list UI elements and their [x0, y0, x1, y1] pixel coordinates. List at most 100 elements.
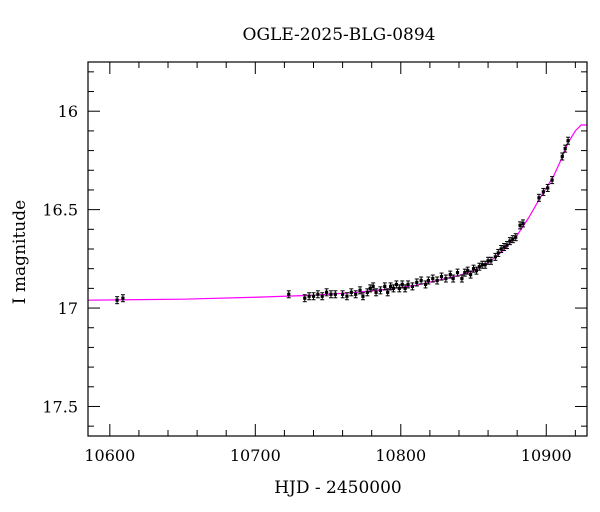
data-point: [488, 256, 493, 265]
data-marker: [451, 276, 455, 281]
axis-ticks: [88, 62, 587, 436]
data-marker: [400, 282, 404, 287]
data-marker: [505, 243, 509, 247]
data-marker: [502, 245, 506, 249]
data-marker: [435, 278, 439, 283]
data-marker: [374, 290, 378, 294]
data-marker: [426, 278, 431, 283]
data-point: [443, 274, 448, 283]
data-marker: [514, 235, 518, 239]
data-marker: [316, 292, 320, 296]
y-tick-label: 16: [58, 102, 78, 121]
data-marker: [368, 286, 372, 290]
data-marker: [307, 294, 311, 298]
data-marker: [287, 292, 291, 296]
data-marker: [121, 296, 125, 300]
data-point: [455, 268, 460, 277]
data-point: [349, 288, 354, 297]
data-marker: [537, 196, 541, 200]
data-point: [465, 266, 470, 275]
data-point: [520, 219, 525, 228]
data-marker: [397, 286, 401, 290]
data-marker: [431, 276, 435, 281]
data-point: [560, 152, 565, 161]
data-point: [382, 282, 387, 291]
x-tick-label: 10700: [230, 446, 281, 465]
data-point: [513, 233, 518, 242]
data-marker: [448, 272, 452, 277]
data-point: [563, 144, 568, 153]
data-point: [541, 187, 546, 196]
data-marker: [466, 269, 470, 273]
data-point: [448, 270, 453, 279]
data-point: [493, 252, 498, 261]
data-marker: [439, 274, 444, 279]
data-point: [439, 272, 444, 281]
x-tick-label: 10800: [375, 446, 426, 465]
data-marker: [415, 280, 419, 285]
x-tick-label: 10900: [521, 446, 572, 465]
data-marker: [471, 267, 476, 271]
data-marker: [560, 154, 564, 159]
data-marker: [320, 294, 324, 298]
data-marker: [371, 284, 375, 288]
data-point: [302, 294, 307, 303]
data-marker: [483, 263, 487, 267]
data-marker: [303, 296, 307, 300]
data-marker: [391, 286, 396, 290]
data-marker: [460, 276, 464, 281]
data-marker: [546, 186, 550, 190]
data-point: [435, 276, 440, 285]
data-marker: [354, 292, 358, 296]
data-point: [340, 290, 345, 299]
data-point: [545, 183, 550, 192]
y-tick-label: 17: [58, 299, 78, 318]
data-point: [451, 274, 456, 283]
data-point: [328, 290, 333, 299]
y-tick-label: 16.5: [42, 201, 78, 220]
data-point: [344, 292, 349, 301]
data-marker: [566, 139, 570, 143]
data-marker: [386, 290, 390, 294]
plot-area: [87, 124, 587, 305]
data-point: [360, 292, 365, 301]
data-marker: [511, 237, 515, 241]
data-point: [426, 276, 431, 285]
data-marker: [365, 290, 369, 294]
data-point: [410, 282, 415, 291]
data-marker: [378, 288, 383, 292]
data-marker: [499, 247, 503, 251]
data-marker: [394, 282, 399, 287]
data-marker: [521, 221, 525, 226]
data-point: [536, 193, 541, 202]
data-point: [324, 288, 329, 297]
data-point: [385, 288, 390, 297]
data-point: [378, 286, 383, 295]
data-marker: [480, 263, 484, 267]
data-point: [115, 296, 120, 305]
data-marker: [563, 147, 567, 151]
data-marker: [493, 255, 497, 259]
data-point: [550, 176, 555, 185]
data-marker: [403, 286, 407, 290]
data-marker: [383, 284, 387, 288]
data-marker: [477, 265, 481, 269]
x-tick-label: 10600: [84, 446, 135, 465]
data-point: [430, 274, 435, 283]
data-point: [311, 292, 316, 301]
data-marker: [455, 271, 460, 275]
data-point: [120, 294, 125, 303]
data-point: [459, 274, 464, 283]
data-marker: [474, 269, 479, 273]
data-marker: [423, 282, 428, 287]
data-point: [504, 241, 509, 250]
data-marker: [410, 284, 415, 288]
data-marker: [345, 294, 349, 298]
data-marker: [419, 278, 423, 283]
data-point: [566, 136, 571, 145]
data-marker: [115, 298, 119, 302]
data-marker: [541, 190, 545, 194]
data-marker: [489, 259, 493, 263]
data-marker: [406, 282, 410, 287]
